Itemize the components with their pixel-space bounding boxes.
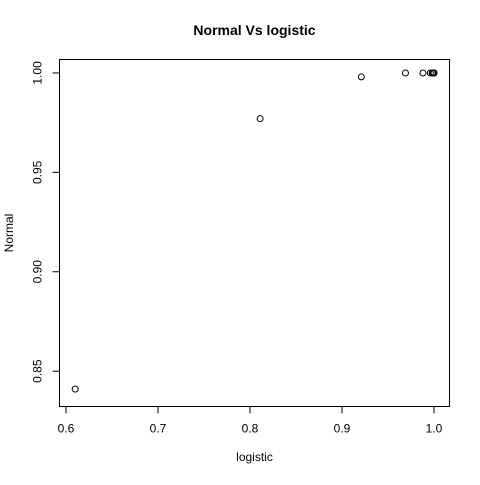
data-point [430, 69, 438, 77]
y-tick-label: 0.90 [31, 260, 45, 284]
x-tick-label: 0.8 [242, 422, 259, 436]
data-point [419, 69, 427, 77]
data-point [426, 69, 434, 77]
x-tick-label: 0.6 [58, 422, 75, 436]
x-tick-label: 1.0 [426, 422, 443, 436]
x-axis-label: logistic [236, 450, 273, 464]
x-axis: 0.6 0.7 0.8 0.9 1.0 [58, 406, 443, 436]
y-axis: 0.85 0.90 0.95 1.00 [31, 61, 60, 383]
y-axis-label: Normal [2, 214, 16, 253]
points-layer [71, 69, 438, 393]
data-point [256, 115, 264, 123]
x-tick-label: 0.9 [334, 422, 351, 436]
data-point [357, 73, 365, 81]
x-tick-label: 0.7 [150, 422, 167, 436]
y-tick-label: 0.85 [31, 359, 45, 383]
y-tick-label: 1.00 [31, 61, 45, 85]
plot-area [59, 59, 450, 407]
chart-title: Normal Vs logistic [193, 22, 315, 38]
data-point [71, 385, 79, 393]
y-tick-label: 0.95 [31, 160, 45, 184]
data-point [401, 69, 409, 77]
